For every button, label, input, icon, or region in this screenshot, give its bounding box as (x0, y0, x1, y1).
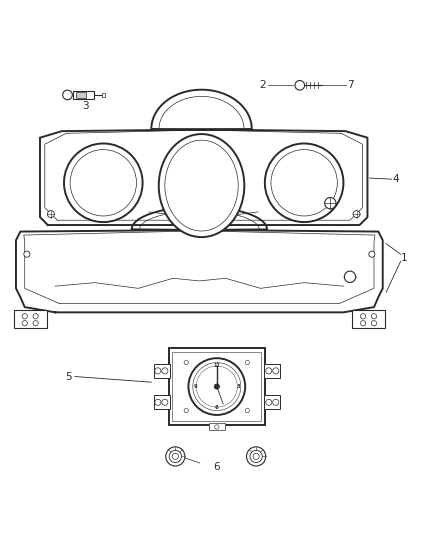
Circle shape (22, 313, 27, 319)
Bar (73, 91, 94, 99)
Circle shape (24, 251, 30, 257)
Text: 6: 6 (213, 462, 220, 472)
Text: 2: 2 (259, 80, 266, 90)
Circle shape (253, 454, 259, 459)
Text: 7: 7 (346, 80, 353, 90)
Circle shape (369, 251, 375, 257)
Circle shape (353, 211, 360, 217)
Circle shape (371, 321, 377, 326)
Circle shape (344, 271, 356, 282)
Ellipse shape (63, 90, 72, 100)
Circle shape (271, 150, 337, 216)
Circle shape (247, 447, 266, 466)
Circle shape (250, 450, 262, 463)
Bar (76, 92, 86, 98)
Circle shape (266, 399, 272, 405)
Bar (264, 395, 280, 409)
Circle shape (169, 450, 181, 463)
Circle shape (360, 313, 366, 319)
Circle shape (166, 447, 185, 466)
Circle shape (184, 408, 188, 413)
Bar (153, 364, 170, 378)
Bar (352, 310, 385, 328)
Text: 3: 3 (237, 384, 240, 389)
Text: 1: 1 (401, 253, 408, 263)
Circle shape (214, 384, 219, 389)
Circle shape (245, 360, 250, 365)
Circle shape (184, 360, 188, 365)
Circle shape (193, 362, 241, 410)
Circle shape (265, 143, 343, 222)
Bar (14, 310, 46, 328)
Circle shape (162, 368, 168, 374)
Circle shape (273, 399, 279, 405)
Text: 12: 12 (213, 362, 220, 368)
Circle shape (245, 408, 250, 413)
Text: 3: 3 (82, 101, 89, 111)
Ellipse shape (165, 140, 238, 231)
Circle shape (188, 358, 245, 415)
Circle shape (47, 211, 54, 217)
Bar (102, 93, 105, 96)
Text: 5: 5 (65, 372, 72, 382)
Text: 6: 6 (215, 406, 219, 410)
Circle shape (22, 321, 27, 326)
Circle shape (33, 313, 38, 319)
Text: 9: 9 (194, 384, 197, 389)
Circle shape (295, 80, 304, 90)
Ellipse shape (159, 134, 244, 237)
Circle shape (325, 198, 336, 209)
Circle shape (273, 368, 279, 374)
Bar (169, 349, 265, 425)
Circle shape (215, 425, 219, 429)
Bar (264, 364, 280, 378)
Text: 4: 4 (392, 174, 399, 184)
Circle shape (172, 454, 178, 459)
Bar (209, 423, 225, 430)
Circle shape (360, 321, 366, 326)
Circle shape (155, 399, 161, 405)
Circle shape (64, 143, 143, 222)
Circle shape (196, 366, 237, 407)
Bar (153, 395, 170, 409)
Circle shape (33, 321, 38, 326)
Bar (172, 352, 261, 421)
Circle shape (266, 368, 272, 374)
Circle shape (371, 313, 377, 319)
Circle shape (70, 150, 137, 216)
Circle shape (162, 399, 168, 405)
Circle shape (155, 368, 161, 374)
